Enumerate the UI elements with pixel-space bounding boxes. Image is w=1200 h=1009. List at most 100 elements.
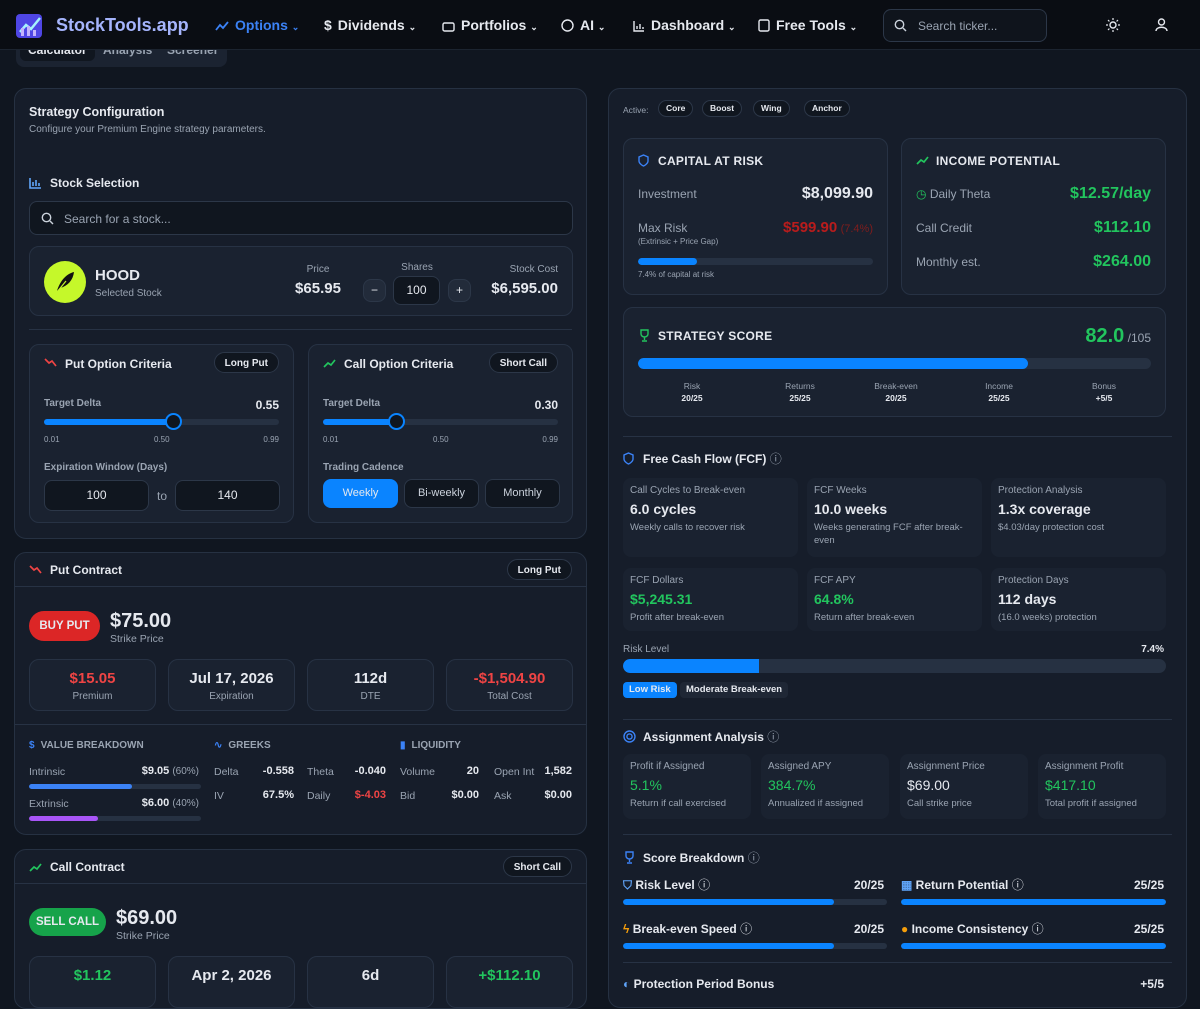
cards-note: (16.0 weeks) protection (998, 612, 1097, 623)
panel: $ VALUE BREAKDOWN (29, 740, 144, 752)
call-cadence[interactable]: Bi-weekly (404, 479, 479, 508)
stock-cost: $6,595.00 (491, 280, 558, 297)
put-contract-title: Put Contract (50, 563, 122, 577)
items-label: Ask (494, 790, 512, 802)
icon-shape (29, 565, 42, 574)
income-card: INCOME POTENTIAL ◷ Daily Theta $12.57/da… (901, 138, 1166, 295)
progress-bar (901, 899, 1166, 905)
items-label: Risk Level (635, 878, 695, 892)
fcf-card: FCF Dollars $5,245.31 Profit after break-e… (623, 568, 798, 631)
put-exp-to[interactable]: 140 (175, 480, 280, 511)
text: ◷ (916, 187, 930, 201)
text: ▦ (901, 878, 916, 892)
call-cadence[interactable]: Weekly (323, 479, 398, 508)
cards-value: 1.3x coverage (998, 501, 1091, 517)
parts-value: +5/5 (1095, 393, 1113, 403)
score-max: /105 (1127, 331, 1151, 345)
delta-slider[interactable] (323, 413, 558, 430)
navbar: StockTools.app Options ⌄ $ Dividends ⌄ Po… (0, 0, 1200, 50)
text: ⌄ (408, 22, 417, 32)
icon (625, 851, 634, 864)
text: $ (29, 740, 35, 751)
parts-value: 25/25 (988, 393, 1010, 403)
assignment-card: Assignment Price $69.00 Call strike price (900, 754, 1028, 819)
icon-shape (623, 452, 634, 465)
nav-items: AI (580, 17, 594, 33)
stats-value: 112d (353, 670, 388, 687)
cards-value: $5,245.31 (630, 591, 693, 607)
stats-label: Premium (72, 691, 113, 702)
cards-value: 5.1% (630, 777, 662, 793)
call-contract-strike: $69.00 (116, 907, 178, 929)
call-contract-badge: Short Call (502, 856, 572, 877)
icon-shape (1109, 21, 1117, 29)
stat-card: $15.05 Premium (29, 659, 156, 711)
theme-toggle[interactable] (1106, 18, 1120, 32)
stock-shares[interactable]: 100 (393, 276, 440, 305)
panel[interactable]: $ Dividends ⌄ (324, 17, 416, 33)
fcf-card: Protection Days 112 days (16.0 weeks) prot… (991, 568, 1166, 631)
put-contract-badge: Long Put (506, 559, 572, 580)
icon-shape (916, 156, 929, 165)
stats-value: Apr 2, 2026 (191, 967, 272, 984)
text: ⌄ (530, 22, 538, 32)
delta-slider[interactable] (44, 413, 279, 430)
call-contract-action[interactable]: SELL CALL (29, 908, 106, 936)
text: ⓘ (767, 730, 780, 744)
progress-bar (623, 943, 887, 949)
active-tags: Wing (753, 100, 790, 117)
panel[interactable]: Portfolios ⌄ (442, 17, 538, 33)
text: ⓘ (740, 922, 753, 936)
logo[interactable] (14, 10, 46, 40)
parts-value: 20/25 (681, 393, 703, 403)
panel[interactable]: Free Tools ⌄ (758, 17, 857, 33)
put-contract-action[interactable]: BUY PUT (29, 611, 100, 641)
panel[interactable]: Options ⌄ (215, 17, 299, 33)
items-label: Theta (307, 766, 334, 778)
icon-shape (215, 21, 229, 31)
plus-button[interactable]: + (448, 279, 471, 302)
panel: ● Income Consistency ⓘ (901, 922, 1044, 936)
nav-items: Options (235, 17, 288, 33)
icon (623, 452, 634, 465)
cards-value: 6.0 cycles (630, 501, 697, 517)
nav-brand[interactable]: StockTools.app (56, 15, 189, 35)
stock-search[interactable] (29, 201, 573, 235)
text: ⓘ (698, 878, 711, 892)
icon-shape (1106, 18, 1120, 32)
panel[interactable]: AI ⌄ (561, 17, 605, 33)
nav-search[interactable]: Search ticker... (918, 19, 998, 33)
items-label: Volume (400, 766, 436, 778)
stats-value: Jul 17, 2026 (189, 670, 274, 687)
call-cadence[interactable]: Monthly (485, 479, 560, 508)
text: ∿ (214, 740, 223, 751)
cards-label: FCF Dollars (630, 575, 684, 586)
cards-label: Call Cycles to Break-even (630, 485, 746, 496)
put-exp-from[interactable]: 100 (44, 480, 149, 511)
minus-button[interactable]: − (363, 279, 386, 302)
panel: 82.0 /105 (1085, 324, 1151, 348)
stats-label: Total Cost (487, 691, 532, 702)
nav-items: Free Tools (776, 17, 846, 33)
icon (323, 359, 336, 368)
stats-value: $1.12 (73, 967, 112, 984)
items-value: 25/25 (1133, 878, 1164, 892)
items-label: Open Int (494, 766, 535, 778)
capital-title: CAPITAL AT RISK (658, 154, 764, 168)
icon (29, 178, 41, 189)
ticker-search[interactable] (883, 9, 1047, 42)
icon (916, 156, 929, 165)
items-value: -0.040 (354, 765, 386, 777)
user-menu[interactable] (1155, 18, 1168, 32)
panel[interactable]: Dashboard ⌄ (632, 17, 736, 33)
progress-fill (29, 816, 98, 821)
stat-card: 112d DTE (307, 659, 434, 711)
results-card: Active: Core Boost Wing Anchor CAPITAL A… (608, 88, 1187, 1008)
parts-label: Income (985, 381, 1013, 391)
bonus-label: Protection Period Bonus (633, 977, 775, 991)
icon (215, 21, 229, 31)
config-search[interactable]: Search for a stock... (64, 212, 171, 226)
call-delta: 0.30 (534, 398, 558, 412)
rows-value: $6.00 (141, 797, 170, 809)
cards-note: Weekly calls to recover risk (630, 522, 745, 533)
